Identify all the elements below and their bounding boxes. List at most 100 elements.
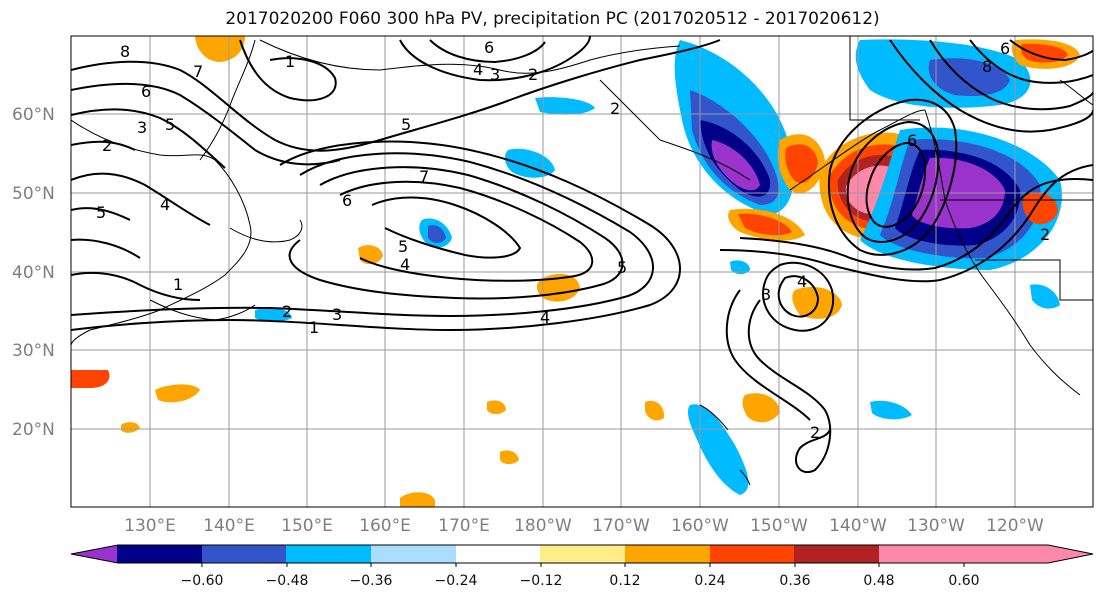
contour-label: 4 (160, 195, 170, 214)
contour-label: 4 (400, 255, 410, 274)
colorbar-swatch (625, 545, 711, 563)
contour-label: 3 (761, 285, 771, 304)
positive-anomaly-field (195, 36, 245, 62)
contour-label: 5 (96, 203, 106, 222)
contour-label: 2 (102, 136, 112, 155)
contour-label: 5 (401, 115, 411, 134)
longitude-labels: 130°E 140°E 150°E 160°E 170°E 180°W 170°… (124, 516, 1044, 536)
contour-label: 1 (285, 52, 295, 71)
contour-label: 2 (610, 99, 620, 118)
lat-label: 50°N (12, 184, 55, 204)
negative-anomaly-field (928, 58, 1010, 97)
colorbar-tick-label: −0.12 (520, 573, 563, 589)
contour-label: 3 (137, 118, 147, 137)
colorbar-extend-max (963, 545, 1093, 563)
contour-label: 2 (528, 65, 538, 84)
colorbar-ticks (201, 563, 965, 567)
colorbar-tick-label: −0.48 (266, 573, 309, 589)
colorbar-swatch (710, 545, 795, 563)
contour-labels: 8 6 5 4 3 2 1 7 6 5 4 3 2 1 5 4 3 2 1 4 (96, 38, 1050, 442)
contour-label: 7 (419, 167, 429, 186)
colorbar-extend-min (71, 545, 118, 563)
map-frame (70, 35, 1094, 508)
colorbar-swatch (456, 545, 541, 563)
lon-label: 140°E (203, 516, 255, 536)
contour-label: 6 (342, 191, 352, 210)
colorbar-tick-label: 0.36 (779, 573, 810, 589)
lon-label: 170°E (438, 516, 490, 536)
contour-label: 4 (797, 272, 807, 291)
contour-label: 2 (1040, 225, 1050, 244)
colorbar-swatch (202, 545, 287, 563)
colorbar-tick-label: −0.60 (181, 573, 224, 589)
contour-label: 5 (165, 115, 175, 134)
positive-anomaly-field (500, 450, 519, 465)
contour-label: 6 (141, 82, 151, 101)
positive-anomaly-field (487, 400, 506, 415)
contour-label: 1 (309, 318, 319, 337)
lat-label: 60°N (12, 105, 55, 125)
lon-label: 120°W (986, 516, 1044, 536)
colorbar-outline (70, 544, 1094, 564)
positive-anomaly-field (645, 400, 665, 421)
contour-label: 5 (398, 237, 408, 256)
positive-anomaly-field (121, 422, 140, 433)
pv-contours (71, 36, 1093, 473)
contour-label: 3 (332, 305, 342, 324)
map-title: 2017020200 F060 300 hPa PV, precipitatio… (225, 9, 880, 29)
lon-label: 160°E (359, 516, 411, 536)
contour-label: 7 (193, 62, 203, 81)
lon-label: 150°E (281, 516, 333, 536)
contour-label: 8 (120, 42, 130, 61)
negative-anomaly-field (255, 307, 292, 322)
negative-anomaly-field (730, 260, 750, 275)
lon-label: 130°W (907, 516, 965, 536)
contour-label: 3 (490, 65, 500, 84)
contour-label: 1 (173, 275, 183, 294)
lat-label: 30°N (12, 341, 55, 361)
colorbar-tick-label: 0.60 (948, 573, 979, 589)
coastlines (71, 36, 1093, 486)
colorbar-swatch (540, 545, 626, 563)
colorbar-tick-label: 0.48 (863, 573, 894, 589)
negative-anomaly-field (1030, 284, 1060, 309)
graticule (71, 36, 1093, 507)
lon-label: 170°W (592, 516, 650, 536)
colorbar-swatch (117, 545, 203, 563)
colorbar-tick-label: 0.12 (609, 573, 640, 589)
colorbar-tick-label: −0.24 (435, 573, 478, 589)
lon-label: 160°W (671, 516, 729, 536)
positive-anomaly-field (400, 492, 435, 507)
negative-anomaly-field (711, 140, 760, 191)
negative-anomaly-field (870, 400, 912, 420)
positive-anomaly-field (155, 384, 200, 403)
contour-label: 4 (473, 60, 483, 79)
positive-anomaly-field (1022, 192, 1058, 225)
positive-anomaly-field (742, 393, 780, 423)
map-panel: 8 6 5 4 3 2 1 7 6 5 4 3 2 1 5 4 3 2 1 4 (70, 35, 1094, 508)
colorbar-tick-label: 0.24 (694, 573, 725, 589)
colorbar-swatch (371, 545, 457, 563)
contour-label: 8 (982, 57, 992, 76)
latitude-labels: 60°N 50°N 40°N 30°N 20°N (12, 105, 55, 440)
lon-label: 140°W (829, 516, 887, 536)
colorbar-tick-label: −0.36 (350, 573, 393, 589)
negative-anomaly-field (687, 404, 749, 495)
contour-label: 6 (907, 131, 917, 150)
negative-anomaly-field (428, 225, 446, 243)
positive-anomaly-field (785, 144, 818, 184)
colorbar-labels: −0.60 −0.48 −0.36 −0.24 −0.12 0.12 0.24 … (181, 573, 980, 589)
lat-label: 40°N (12, 263, 55, 283)
colorbar-swatch (794, 545, 880, 563)
contour-label: 2 (810, 423, 820, 442)
negative-anomaly-field (504, 148, 555, 178)
contour-label: 6 (1000, 39, 1010, 58)
contour-label: 4 (540, 308, 550, 327)
colorbar-swatch (879, 545, 964, 563)
positive-anomaly-field (1020, 43, 1068, 63)
negative-anomaly-field (535, 97, 595, 115)
contour-label: 6 (484, 38, 494, 57)
positive-anomaly-field (71, 370, 110, 388)
precip-shading (71, 36, 1080, 507)
